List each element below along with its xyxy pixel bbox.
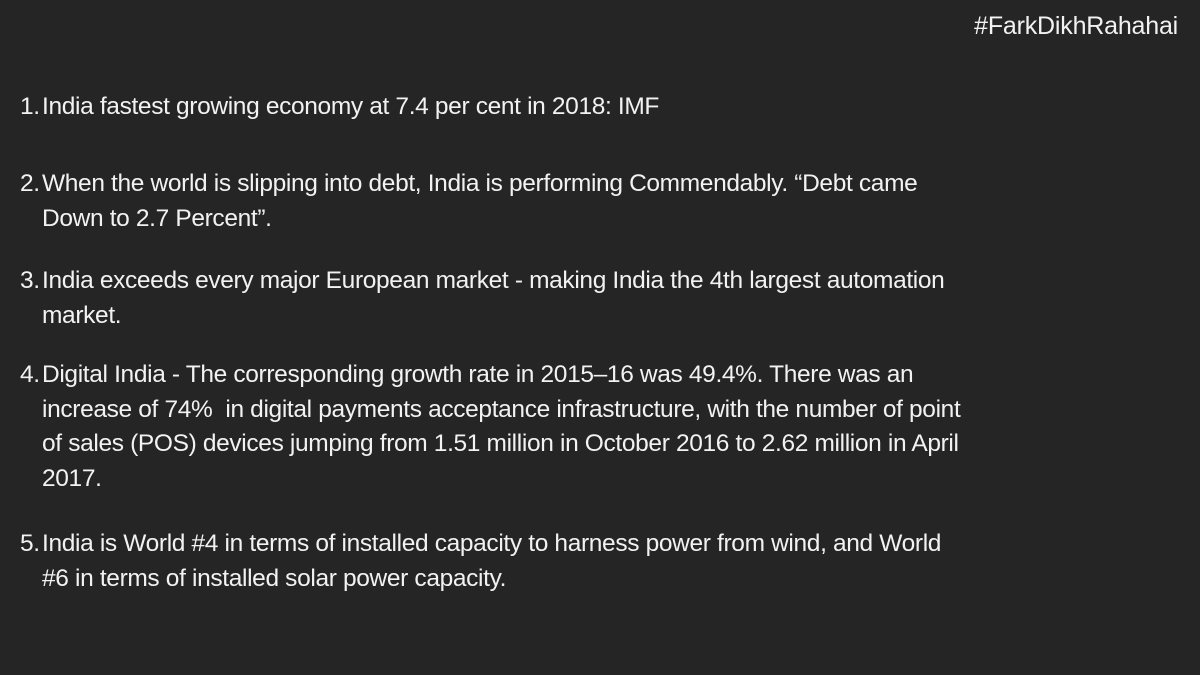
text-line: market. bbox=[42, 301, 122, 329]
item-text: When the world is slipping into debt, In… bbox=[42, 167, 1190, 236]
text-line: India fastest growing economy at 7.4 per… bbox=[42, 93, 660, 120]
item-text: India is World #4 in terms of installed … bbox=[42, 527, 1190, 596]
text-line: Down to 2.7 Percent”. bbox=[42, 204, 272, 232]
item-number: 5. bbox=[20, 530, 40, 557]
item-number: 3. bbox=[20, 267, 40, 294]
text-line: India exceeds every major European marke… bbox=[42, 267, 945, 294]
text-line: increase of 74% in digital payments acce… bbox=[42, 395, 961, 423]
hashtag: #FarkDikhRahahai bbox=[974, 12, 1178, 40]
list-item: 4. Digital India - The corresponding grow… bbox=[20, 358, 1190, 496]
text-line: India is World #4 in terms of installed … bbox=[42, 530, 942, 557]
text-line: #6 in terms of installed solar power cap… bbox=[42, 564, 507, 592]
item-number: 4. bbox=[20, 361, 40, 388]
text-line: Digital India - The corresponding growth… bbox=[42, 361, 914, 388]
list-item: 3. India exceeds every major European mar… bbox=[20, 264, 1190, 333]
item-number: 2. bbox=[20, 170, 40, 197]
list-item: 2. When the world is slipping into debt, … bbox=[20, 167, 1190, 236]
item-text: India fastest growing economy at 7.4 per… bbox=[42, 90, 1190, 125]
list-item: 5. India is World #4 in terms of installe… bbox=[20, 527, 1190, 596]
item-number: 1. bbox=[20, 93, 40, 120]
item-text: Digital India - The corresponding growth… bbox=[42, 358, 1190, 496]
text-line: When the world is slipping into debt, In… bbox=[42, 170, 918, 197]
list-item: 1. India fastest growing economy at 7.4 p… bbox=[20, 90, 1190, 125]
text-line: 2017. bbox=[42, 464, 102, 492]
item-text: India exceeds every major European marke… bbox=[42, 264, 1190, 333]
text-line: of sales (POS) devices jumping from 1.51… bbox=[42, 430, 959, 457]
